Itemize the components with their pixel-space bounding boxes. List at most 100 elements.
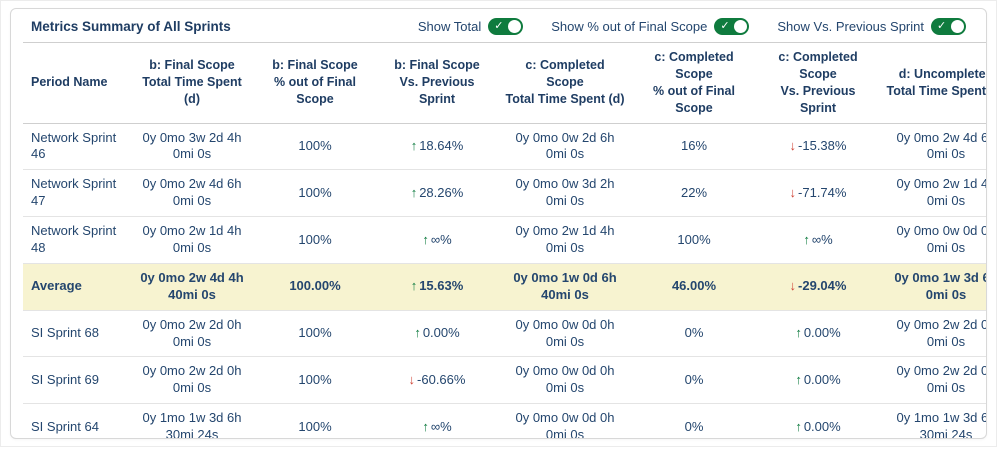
metrics-summary-card: Metrics Summary of All Sprints Show Tota…	[10, 8, 987, 439]
table-scroll-area[interactable]: Period Name b: Final Scope Total Time Sp…	[23, 42, 986, 438]
value-cell: 0y 0mo 1w 0d 6h 40mi 0s	[499, 263, 631, 311]
col-header-b-pct-final-scope: b: Final Scope % out of Final Scope	[255, 42, 375, 124]
card-header: Metrics Summary of All Sprints Show Tota…	[11, 9, 986, 42]
trend-cell: ↑ ∞%	[757, 216, 879, 264]
col-header-line2: % out of Final Scope	[274, 75, 356, 107]
value-cell: 0y 0mo 3w 2d 4h 0mi 0s	[129, 123, 255, 171]
col-header-line1: c: Completed Scope	[654, 50, 734, 81]
col-header-c-vs-previous: c: Completed Scope Vs. Previous Sprint	[757, 42, 879, 124]
value-cell: 0y 0mo 1w 3d 6h 0mi 0s	[879, 263, 986, 311]
up-arrow-icon: ↑	[414, 325, 421, 341]
value-cell: 0y 0mo 0w 0d 0h 0mi 0s	[879, 216, 986, 264]
value-cell: 0y 0mo 2w 1d 4h 0mi 0s	[129, 216, 255, 264]
up-arrow-icon: ↑	[795, 371, 802, 387]
toggle-show-total-label: Show Total	[417, 19, 482, 34]
value-cell: 100%	[255, 216, 375, 264]
value-cell: 0y 0mo 2w 1d 4h 0mi 0s	[879, 169, 986, 218]
col-header-line2: Total Time Spent (d)	[505, 92, 625, 107]
toggle-show-total[interactable]: Show Total ✓	[417, 18, 524, 35]
value-cell: 0y 0mo 2w 1d 4h 0mi 0s	[499, 216, 631, 264]
period-name-cell: Network Sprint 46	[23, 123, 129, 171]
value-cell: 0y 1mo 1w 3d 6h 30mi 24s	[879, 403, 986, 438]
check-icon: ✓	[720, 20, 730, 32]
period-name-cell: SI Sprint 68	[23, 310, 129, 358]
value-cell: 0y 0mo 2w 4d 6h 0mi 0s	[129, 169, 255, 218]
toggle-knob	[951, 20, 964, 33]
value-cell: 100%	[255, 403, 375, 438]
toggle-switch-icon[interactable]: ✓	[931, 18, 966, 35]
value-cell: 100%	[255, 169, 375, 218]
trend-cell: ↑ 15.63%	[375, 263, 499, 311]
trend-cell: ↑ 0.00%	[375, 310, 499, 358]
toggle-group: Show Total ✓ Show % out of Final Scope ✓…	[418, 18, 966, 35]
check-icon: ✓	[937, 20, 947, 32]
trend-value: -60.66%	[417, 371, 466, 387]
period-name-cell: SI Sprint 64	[23, 403, 129, 438]
col-header-b-vs-previous: b: Final Scope Vs. Previous Sprint	[375, 42, 499, 124]
trend-value: ∞%	[430, 231, 452, 247]
value-cell: 100%	[255, 123, 375, 171]
period-name-cell: Network Sprint 47	[23, 169, 129, 218]
col-header-line2: Total Time Spent (d)	[142, 75, 242, 107]
trend-value: 15.63%	[419, 278, 464, 294]
trend-value: -29.04%	[798, 278, 847, 294]
up-arrow-icon: ↑	[795, 418, 802, 434]
value-cell: 0y 0mo 2w 2d 0h 0mi 0s	[129, 356, 255, 405]
value-cell: 0y 0mo 2w 4d 6h 0mi 0s	[879, 123, 986, 171]
trend-cell: ↓ -60.66%	[375, 356, 499, 405]
table-row: SI Sprint 69 0y 0mo 2w 2d 0h 0mi 0s 100% ↓ -…	[23, 356, 986, 405]
trend-cell: ↓ -71.74%	[757, 169, 879, 218]
value-cell: 16%	[631, 123, 757, 171]
value-cell: 100%	[255, 310, 375, 358]
toggle-show-pct-final-scope-label: Show % out of Final Scope	[551, 19, 708, 34]
col-header-line1: c: Completed Scope	[525, 58, 605, 90]
check-icon: ✓	[494, 20, 504, 32]
col-header-line2: Vs. Previous Sprint	[399, 75, 475, 107]
value-cell: 0y 0mo 2w 2d 0h 0mi 0s	[879, 356, 986, 405]
trend-cell: ↑ 0.00%	[757, 356, 879, 405]
up-arrow-icon: ↑	[803, 231, 810, 247]
col-header-line1: b: Final Scope	[272, 58, 358, 73]
value-cell: 100.00%	[255, 263, 375, 311]
trend-value: ∞%	[811, 231, 833, 247]
period-name-cell: Average	[23, 263, 129, 311]
col-header-c-total-time: c: Completed Scope Total Time Spent (d)	[499, 42, 631, 124]
value-cell: 0y 0mo 2w 2d 0h 0mi 0s	[129, 310, 255, 358]
table-row: Network Sprint 47 0y 0mo 2w 4d 6h 0mi 0s 1…	[23, 169, 986, 218]
card-title: Metrics Summary of All Sprints	[31, 19, 231, 34]
toggle-switch-icon[interactable]: ✓	[488, 18, 524, 35]
trend-cell: ↓ -15.38%	[757, 123, 879, 171]
col-header-line1: Period Name	[31, 75, 108, 90]
col-header-line1: d: Uncompleted	[898, 66, 986, 81]
up-arrow-icon: ↑	[422, 418, 429, 434]
down-arrow-icon: ↓	[789, 184, 797, 200]
trend-value: -15.38%	[798, 137, 847, 153]
value-cell: 0%	[631, 403, 757, 438]
value-cell: 100%	[631, 216, 757, 264]
trend-value: ∞%	[430, 418, 452, 434]
up-arrow-icon: ↑	[795, 325, 802, 341]
col-header-d-total-time: d: Uncompleted Total Time Spent (d)	[879, 42, 986, 124]
value-cell: 22%	[631, 169, 757, 218]
value-cell: 0y 0mo 0w 0d 0h 0mi 0s	[499, 403, 631, 438]
value-cell: 0y 0mo 0w 3d 2h 0mi 0s	[499, 169, 631, 218]
toggle-switch-icon[interactable]: ✓	[714, 18, 750, 35]
value-cell: 100%	[255, 356, 375, 405]
value-cell: 0y 0mo 0w 0d 0h 0mi 0s	[499, 356, 631, 405]
trend-cell: ↑ 18.64%	[375, 123, 499, 171]
value-cell: 0y 0mo 2w 2d 0h 0mi 0s	[879, 310, 986, 358]
toggle-show-vs-previous-sprint-label: Show Vs. Previous Sprint	[777, 19, 924, 34]
down-arrow-icon: ↓	[789, 278, 797, 294]
trend-value: 0.00%	[803, 418, 841, 434]
value-cell: 0%	[631, 356, 757, 405]
trend-value: 28.26%	[419, 184, 464, 200]
trend-cell: ↑ 0.00%	[757, 310, 879, 358]
toggle-show-vs-previous-sprint[interactable]: Show Vs. Previous Sprint ✓	[777, 18, 966, 35]
period-name-cell: SI Sprint 69	[23, 356, 129, 405]
trend-value: 0.00%	[803, 325, 841, 341]
col-header-line1: b: Final Scope	[394, 58, 480, 73]
col-header-line2: % out of Final Scope	[653, 83, 735, 115]
average-row: Average 0y 0mo 2w 4d 4h 40mi 0s 100.00% ↑ 15…	[23, 263, 986, 311]
toggle-show-pct-final-scope[interactable]: Show % out of Final Scope ✓	[551, 18, 750, 35]
